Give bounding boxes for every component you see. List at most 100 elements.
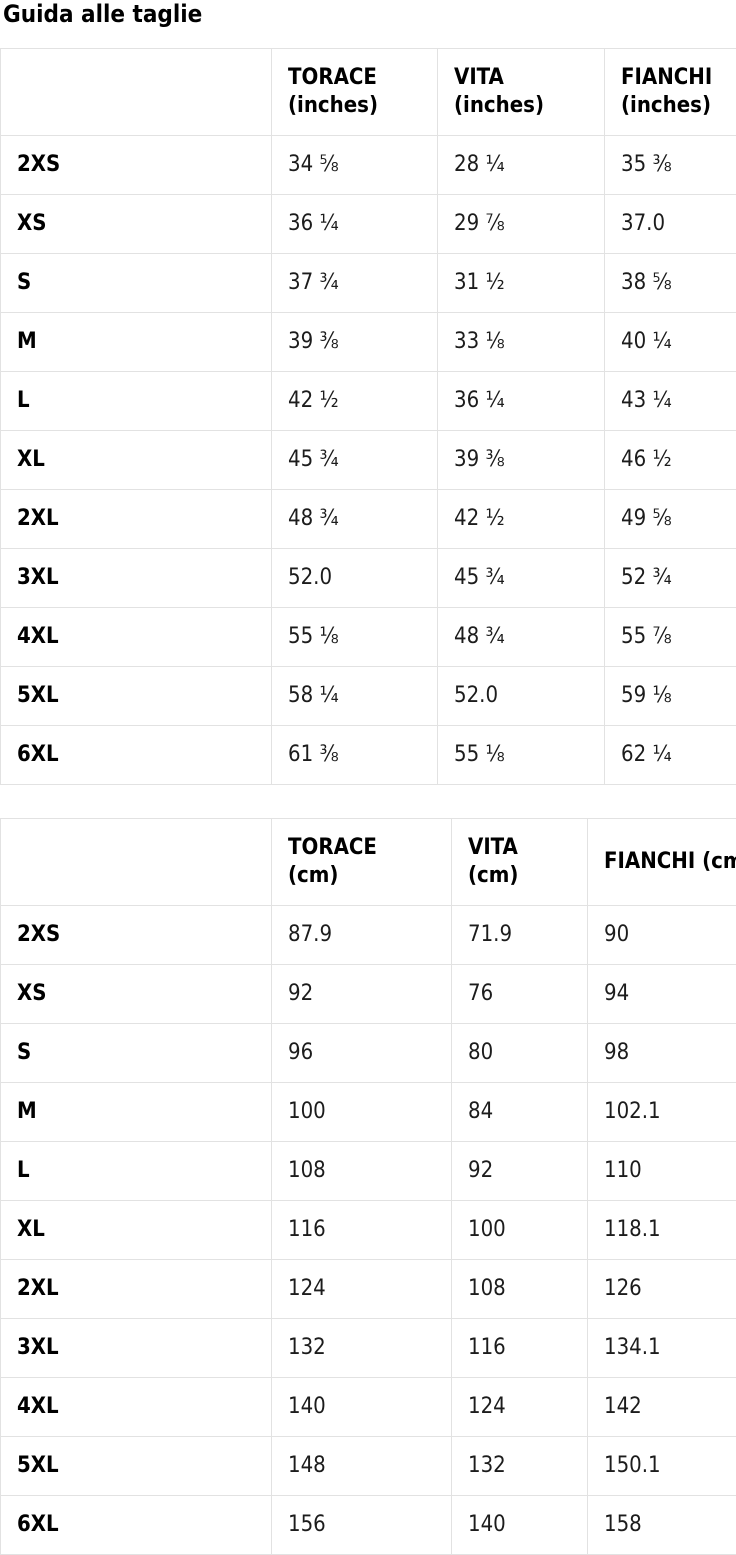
- column-header-fianchi-cm: FIANCHI (cm): [588, 819, 736, 906]
- measurement-cell: 39 ⅜: [272, 313, 438, 372]
- size-label-cell: 2XL: [1, 490, 272, 549]
- size-label-cell: XS: [1, 965, 272, 1024]
- column-header-fianchi-inches: FIANCHI(inches): [605, 49, 736, 136]
- measurement-cell: 59 ⅛: [605, 667, 736, 726]
- measurement-cell: 45 ¾: [438, 549, 605, 608]
- measurement-cell: 80: [452, 1024, 588, 1083]
- size-label-cell: 2XS: [1, 906, 272, 965]
- column-header-torace-cm: TORACE(cm): [272, 819, 452, 906]
- measurement-cell: 132: [272, 1319, 452, 1378]
- size-label-cell: 6XL: [1, 1496, 272, 1555]
- measurement-cell: 36 ¼: [438, 372, 605, 431]
- measurement-cell: 38 ⅝: [605, 254, 736, 313]
- size-label-cell: 2XL: [1, 1260, 272, 1319]
- size-label-cell: 6XL: [1, 726, 272, 785]
- measurement-cell: 45 ¾: [272, 431, 438, 490]
- measurement-cell: 100: [452, 1201, 588, 1260]
- measurement-cell: 100: [272, 1083, 452, 1142]
- size-table-cm: TORACE(cm) VITA(cm) FIANCHI (cm) 2XS87.9…: [0, 818, 736, 1555]
- column-header-torace-inches: TORACE(inches): [272, 49, 438, 136]
- measurement-cell: 46 ½: [605, 431, 736, 490]
- measurement-cell: 52.0: [272, 549, 438, 608]
- measurement-cell: 61 ⅜: [272, 726, 438, 785]
- measurement-cell: 124: [452, 1378, 588, 1437]
- measurement-cell: 140: [272, 1378, 452, 1437]
- measurement-cell: 42 ½: [272, 372, 438, 431]
- size-label-cell: 4XL: [1, 608, 272, 667]
- measurement-cell: 52.0: [438, 667, 605, 726]
- measurement-cell: 43 ¼: [605, 372, 736, 431]
- size-label-cell: L: [1, 1142, 272, 1201]
- measurement-cell: 118.1: [588, 1201, 736, 1260]
- size-column-header: [1, 819, 272, 906]
- measurement-cell: 96: [272, 1024, 452, 1083]
- size-table-inches-container: TORACE(inches) VITA(inches) FIANCHI(inch…: [0, 48, 736, 785]
- measurement-cell: 58 ¼: [272, 667, 438, 726]
- measurement-cell: 33 ⅛: [438, 313, 605, 372]
- measurement-cell: 140: [452, 1496, 588, 1555]
- measurement-cell: 29 ⅞: [438, 195, 605, 254]
- size-table-cm-container: TORACE(cm) VITA(cm) FIANCHI (cm) 2XS87.9…: [0, 818, 736, 1555]
- size-label-cell: 3XL: [1, 1319, 272, 1378]
- size-label-cell: 5XL: [1, 1437, 272, 1496]
- measurement-cell: 39 ⅜: [438, 431, 605, 490]
- size-label-cell: 3XL: [1, 549, 272, 608]
- measurement-cell: 94: [588, 965, 736, 1024]
- size-column-header: [1, 49, 272, 136]
- measurement-cell: 55 ⅞: [605, 608, 736, 667]
- measurement-cell: 52 ¾: [605, 549, 736, 608]
- measurement-cell: 48 ¾: [272, 490, 438, 549]
- measurement-cell: 36 ¼: [272, 195, 438, 254]
- measurement-cell: 134.1: [588, 1319, 736, 1378]
- size-label-cell: 5XL: [1, 667, 272, 726]
- measurement-cell: 55 ⅛: [438, 726, 605, 785]
- measurement-cell: 132: [452, 1437, 588, 1496]
- measurement-cell: 49 ⅝: [605, 490, 736, 549]
- measurement-cell: 37 ¾: [272, 254, 438, 313]
- measurement-cell: 108: [272, 1142, 452, 1201]
- size-label-cell: M: [1, 1083, 272, 1142]
- measurement-cell: 84: [452, 1083, 588, 1142]
- measurement-cell: 35 ⅜: [605, 136, 736, 195]
- measurement-cell: 92: [452, 1142, 588, 1201]
- size-label-cell: XS: [1, 195, 272, 254]
- measurement-cell: 150.1: [588, 1437, 736, 1496]
- measurement-cell: 110: [588, 1142, 736, 1201]
- header-row: TORACE(inches) VITA(inches) FIANCHI(inch…: [1, 49, 736, 136]
- column-header-vita-cm: VITA(cm): [452, 819, 588, 906]
- measurement-cell: 76: [452, 965, 588, 1024]
- size-label-cell: XL: [1, 1201, 272, 1260]
- measurement-cell: 142: [588, 1378, 736, 1437]
- measurement-cell: 108: [452, 1260, 588, 1319]
- size-label-cell: 4XL: [1, 1378, 272, 1437]
- measurement-cell: 48 ¾: [438, 608, 605, 667]
- measurement-cell: 42 ½: [438, 490, 605, 549]
- size-label-cell: S: [1, 254, 272, 313]
- measurement-cell: 98: [588, 1024, 736, 1083]
- measurement-cell: 62 ¼: [605, 726, 736, 785]
- size-label-cell: S: [1, 1024, 272, 1083]
- column-header-vita-inches: VITA(inches): [438, 49, 605, 136]
- size-label-cell: XL: [1, 431, 272, 490]
- size-label-cell: 2XS: [1, 136, 272, 195]
- measurement-cell: 90: [588, 906, 736, 965]
- header-row: TORACE(cm) VITA(cm) FIANCHI (cm): [1, 819, 736, 906]
- measurement-cell: 31 ½: [438, 254, 605, 313]
- measurement-cell: 28 ¼: [438, 136, 605, 195]
- measurement-cell: 87.9: [272, 906, 452, 965]
- measurement-cell: 126: [588, 1260, 736, 1319]
